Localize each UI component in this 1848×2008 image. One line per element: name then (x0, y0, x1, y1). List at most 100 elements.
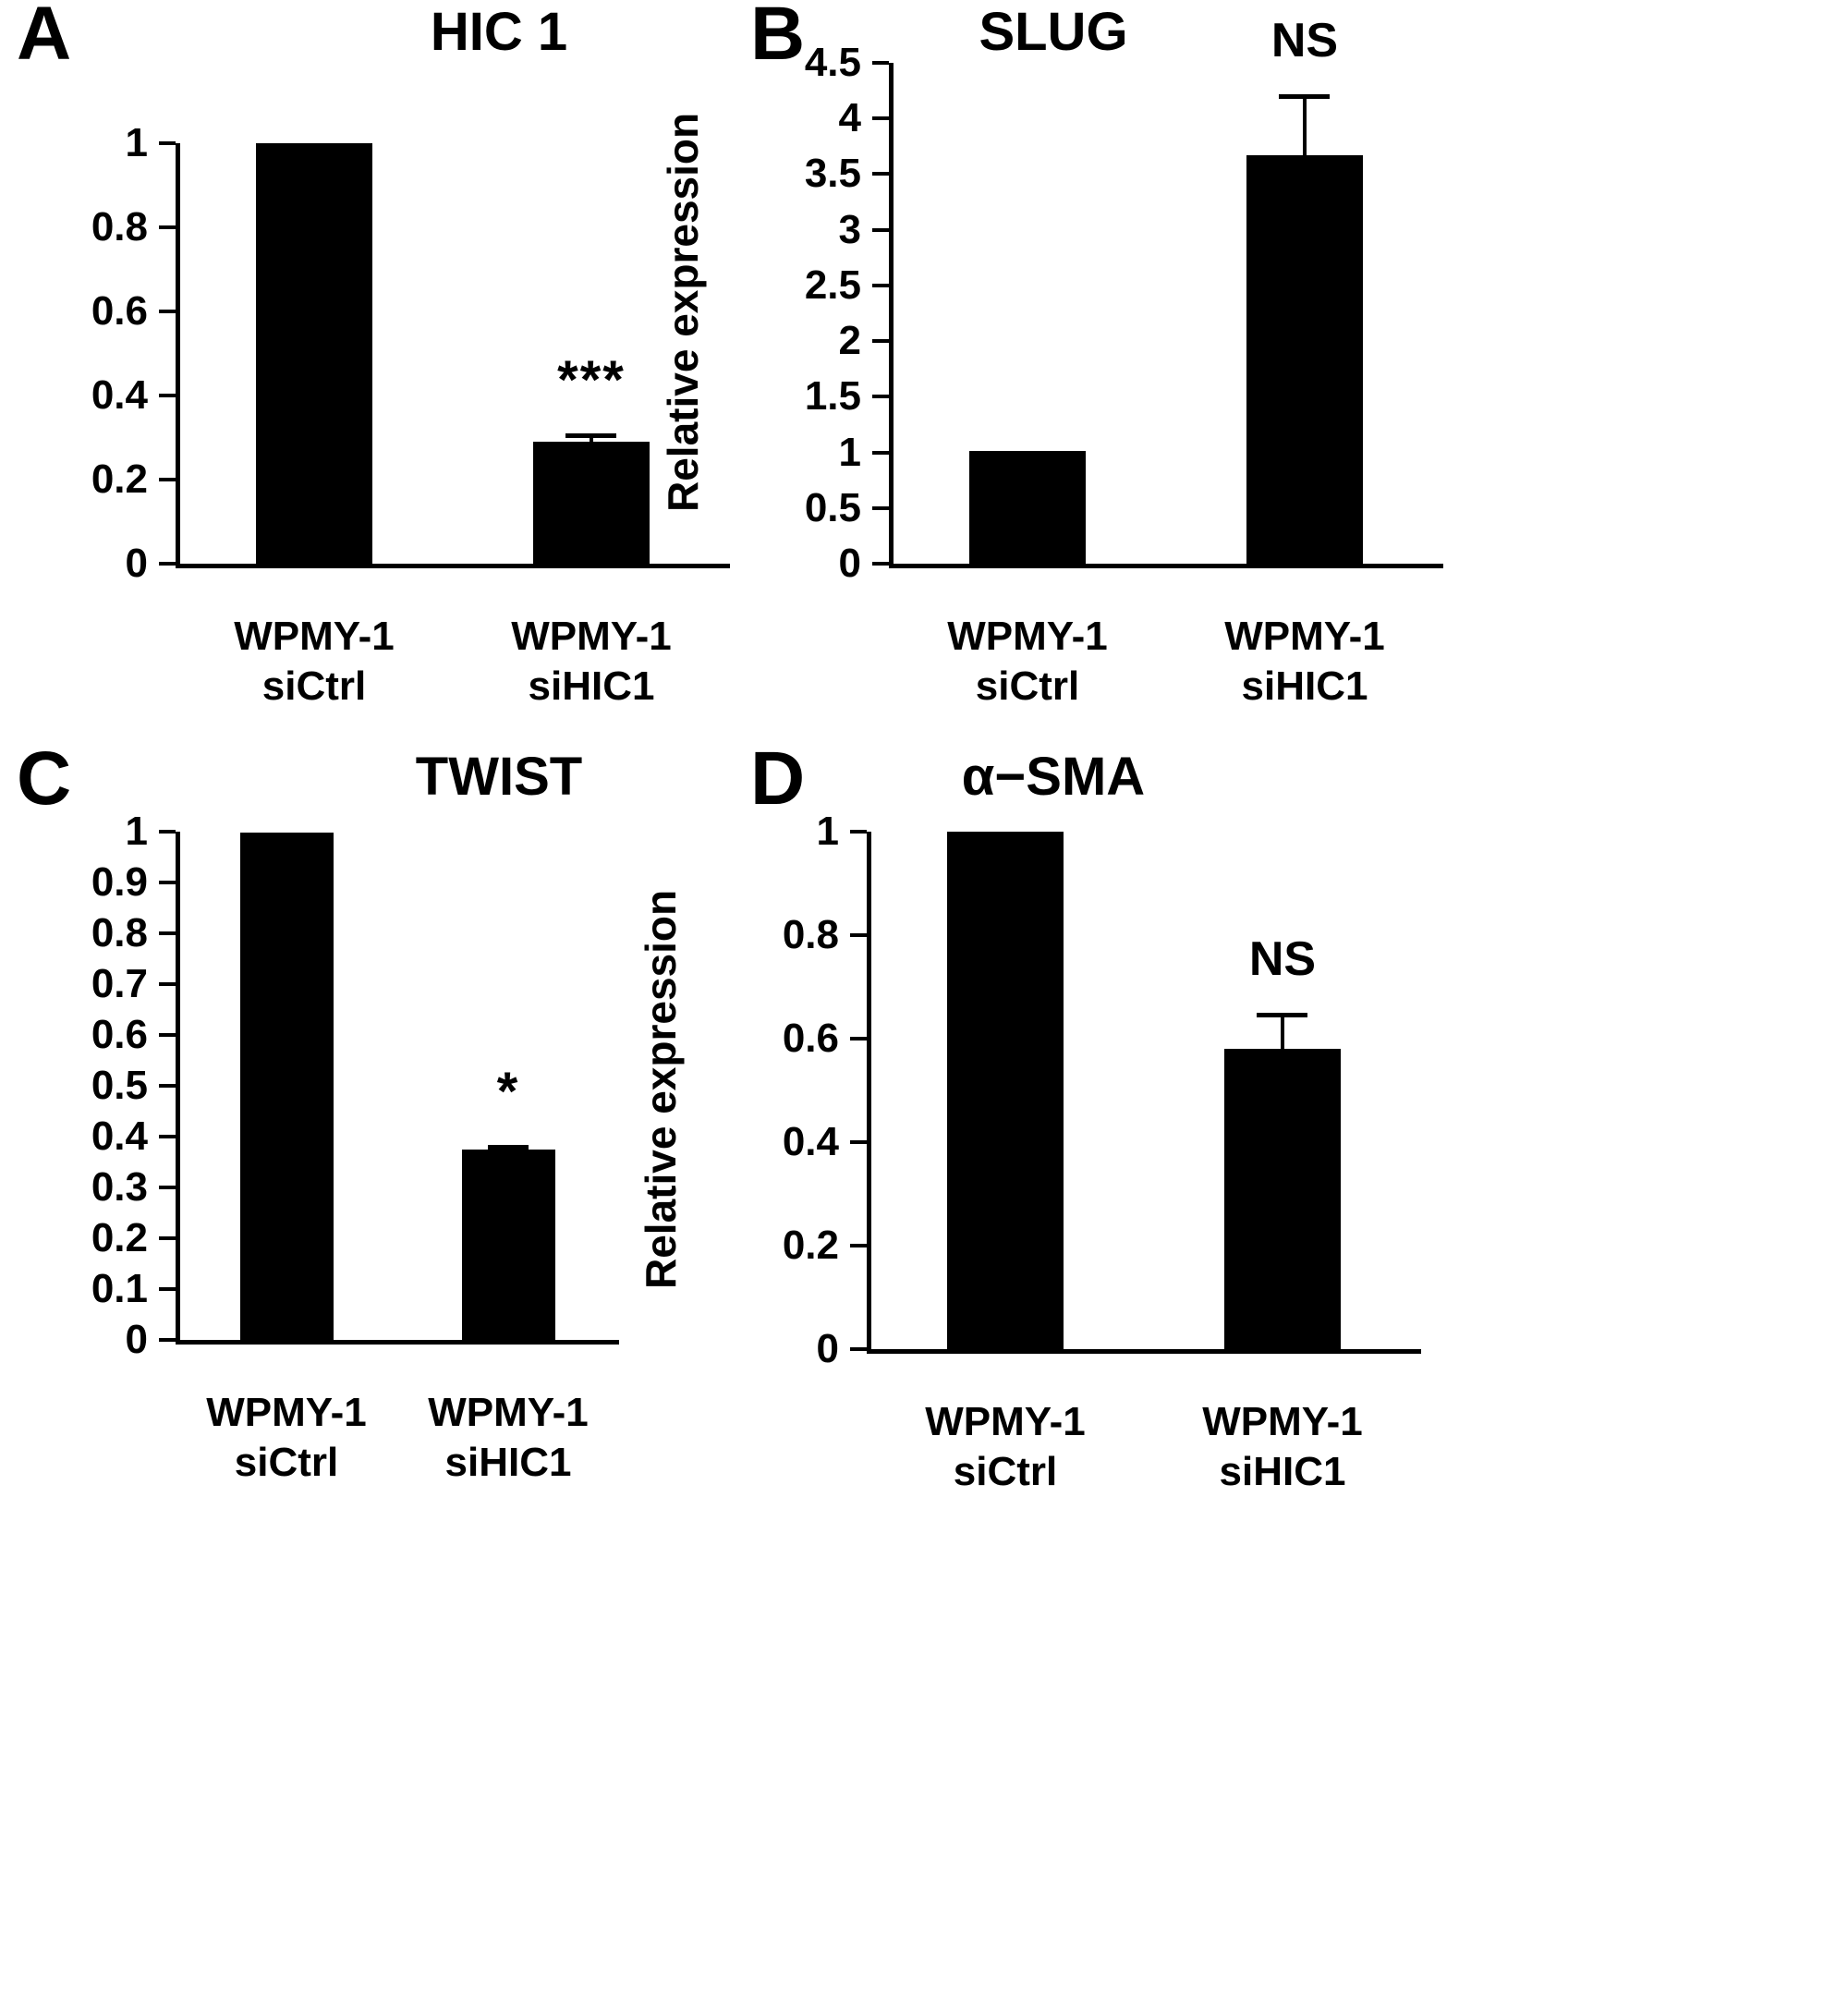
y-axis-tick-label: 1.5 (804, 373, 861, 420)
y-axis-tick-label: 0.7 (91, 961, 148, 1006)
bar (1246, 154, 1363, 564)
y-axis-tick-label: 1 (816, 809, 839, 854)
y-axis-tick (850, 933, 867, 937)
x-axis-category-line1: WPMY-1 (1202, 1399, 1363, 1444)
x-axis-category-line1: WPMY-1 (234, 614, 395, 659)
error-bar-cap (565, 432, 616, 438)
y-axis-tick (872, 227, 889, 232)
y-axis-tick-label: 0.6 (91, 288, 148, 334)
x-axis-category-line1: WPMY-1 (206, 1390, 367, 1435)
y-axis-tick (159, 1135, 176, 1138)
x-axis-category-line2: siCtrl (975, 663, 1080, 709)
x-axis-category-label: WPMY-1 siHIC1 (425, 612, 758, 711)
y-axis-tick (850, 830, 867, 834)
y-axis-tick (159, 1186, 176, 1189)
y-axis-tick-label: 0 (125, 1317, 148, 1362)
x-axis-category-label: WPMY-1 siHIC1 (1116, 1397, 1449, 1496)
significance-label: *** (557, 349, 626, 410)
x-axis-category-line2: siHIC1 (1219, 1448, 1346, 1494)
x-axis-line (176, 564, 730, 568)
y-axis-tick (872, 562, 889, 566)
y-axis-tick-label: 0.8 (782, 912, 839, 957)
y-axis-tick (159, 1033, 176, 1037)
y-axis-tick (872, 395, 889, 399)
bar (969, 451, 1086, 564)
y-axis-tick (872, 172, 889, 176)
y-axis-tick-label: 0.4 (91, 372, 148, 418)
x-axis-line (867, 1349, 1421, 1354)
y-axis-tick-label: 0.2 (91, 1215, 148, 1260)
panel-letter: D (750, 736, 805, 821)
y-axis-tick-label: 0.3 (91, 1164, 148, 1210)
panel-letter: A (17, 0, 71, 76)
y-axis-tick (872, 505, 889, 510)
x-axis-category-label: WPMY-1 siHIC1 (342, 1388, 675, 1487)
x-axis-category-line2: siHIC1 (1241, 663, 1368, 709)
bar (1224, 1049, 1341, 1349)
y-axis-tick-label: 0.6 (782, 1016, 839, 1061)
y-axis-tick (159, 225, 176, 229)
y-axis-tick (159, 310, 176, 313)
y-axis-tick-label: 0.8 (91, 204, 148, 249)
y-axis-tick (159, 562, 176, 566)
y-axis-tick-label: 0.2 (91, 456, 148, 502)
y-axis-line (176, 143, 180, 564)
panel-title: TWIST (415, 747, 583, 807)
y-axis-tick-label: 0.4 (782, 1119, 839, 1164)
plot-area: 1 0.8 0.6 0.4 0.2 0 WPMY-1 siCtrl *** WPMY-1 siHIC… (91, 123, 730, 709)
error-bar-cap (488, 1145, 529, 1150)
y-axis-title: Relative expression (637, 889, 685, 1289)
y-axis-tick (872, 450, 889, 455)
y-axis-tick (850, 1347, 867, 1351)
y-axis-tick-label: 1 (125, 809, 148, 854)
y-axis-tick-label: 3.5 (804, 151, 861, 197)
chart-panel-a: A HIC 1 1 0.8 0.6 0.4 0.2 0 WPMY-1 siCtrl *** WPMY-… (0, 0, 924, 1004)
y-axis-tick-label: 0.4 (91, 1114, 148, 1159)
chart-panel-c: C TWIST 1 0.9 0.8 0.7 0.6 0.5 0.4 0.3 0.2 0.1 0 WPMY-… (0, 730, 924, 1734)
y-axis-tick (159, 141, 176, 145)
x-axis-category-line2: siCtrl (234, 1439, 339, 1485)
y-axis-tick (159, 982, 176, 986)
x-axis-category-line2: siCtrl (953, 1448, 1058, 1494)
y-axis-tick-label: 0.6 (91, 1012, 148, 1057)
x-axis-line (176, 1340, 619, 1345)
y-axis-tick-label: 0.9 (91, 859, 148, 905)
y-axis-tick (159, 394, 176, 397)
y-axis-line (176, 832, 180, 1340)
bar (256, 143, 372, 564)
x-axis-category-line1: WPMY-1 (1224, 614, 1385, 659)
x-axis-category-line2: siCtrl (261, 663, 367, 709)
y-axis-line (867, 832, 871, 1349)
y-axis-tick-label: 0 (816, 1326, 839, 1371)
panel-letter: B (750, 0, 805, 76)
y-axis-tick (850, 1244, 867, 1247)
y-axis-tick (159, 830, 176, 834)
y-axis-tick (872, 116, 889, 121)
plot-area: 1 0.9 0.8 0.7 0.6 0.5 0.4 0.3 0.2 0.1 0 WPMY-1 siCtr… (91, 811, 619, 1485)
y-axis-tick (850, 1140, 867, 1144)
y-axis-tick-label: 0 (125, 541, 148, 586)
x-axis-line (889, 564, 1443, 568)
y-axis-tick-label: 0 (838, 541, 861, 586)
bar (533, 442, 650, 564)
y-axis-tick (850, 1037, 867, 1041)
x-axis-category-label: WPMY-1 siCtrl (861, 612, 1194, 711)
bar (947, 832, 1064, 1349)
x-axis-category-line2: siHIC1 (528, 663, 655, 709)
chart-panel-b: B SLUG 4.5 4 3.5 3 2.5 2 1.5 1 0.5 0 WPMY-1 siCtrl NS W… (659, 0, 1848, 1004)
x-axis-category-label: WPMY-1 siCtrl (148, 612, 480, 711)
x-axis-category-label: WPMY-1 siHIC1 (1138, 612, 1471, 711)
y-axis-tick-label: 0.5 (91, 1063, 148, 1108)
y-axis-line (889, 63, 894, 564)
error-bar-cap (1257, 1013, 1307, 1017)
x-axis-category-label: WPMY-1 siCtrl (839, 1397, 1172, 1496)
panel-title: SLUG (979, 2, 1128, 62)
x-axis-category-line1: WPMY-1 (947, 614, 1108, 659)
x-axis-category-line1: WPMY-1 (925, 1399, 1086, 1444)
plot-area: 4.5 4 3.5 3 2.5 2 1.5 1 0.5 0 WPMY-1 siCtrl NS WPMY-1… (805, 17, 1443, 709)
panel-letter: C (17, 736, 71, 821)
significance-label: NS (1270, 13, 1339, 67)
y-axis-tick (159, 1084, 176, 1088)
